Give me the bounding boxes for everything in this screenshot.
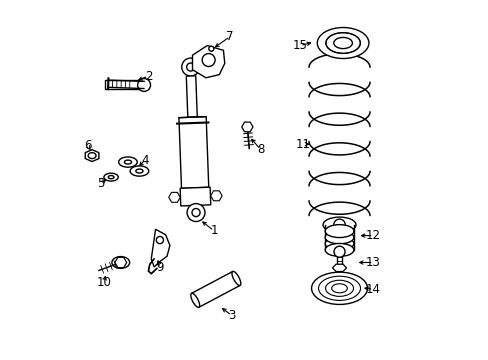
Ellipse shape [108, 176, 114, 179]
Polygon shape [104, 80, 147, 89]
Ellipse shape [325, 237, 353, 250]
Text: 7: 7 [226, 30, 233, 43]
Circle shape [156, 237, 163, 244]
Text: 6: 6 [84, 139, 91, 152]
Circle shape [208, 46, 213, 51]
Text: 15: 15 [292, 39, 307, 52]
Polygon shape [191, 271, 240, 307]
Text: 11: 11 [296, 138, 310, 150]
Polygon shape [179, 117, 208, 188]
Ellipse shape [190, 293, 199, 307]
Circle shape [182, 58, 199, 76]
Polygon shape [332, 264, 346, 271]
Polygon shape [168, 192, 180, 202]
Circle shape [137, 78, 150, 91]
Ellipse shape [325, 33, 360, 53]
Polygon shape [85, 150, 99, 162]
Polygon shape [115, 257, 126, 267]
Polygon shape [336, 252, 341, 268]
Circle shape [333, 246, 345, 257]
Polygon shape [210, 191, 222, 201]
Text: 1: 1 [210, 224, 217, 238]
Circle shape [187, 204, 204, 221]
Ellipse shape [231, 271, 240, 285]
Ellipse shape [325, 231, 353, 244]
Polygon shape [151, 229, 169, 267]
Text: 10: 10 [96, 276, 111, 289]
Text: 14: 14 [366, 283, 380, 296]
Circle shape [202, 54, 215, 67]
Circle shape [335, 285, 342, 292]
Ellipse shape [318, 276, 360, 300]
Text: 4: 4 [141, 154, 148, 167]
Ellipse shape [325, 243, 353, 256]
Ellipse shape [104, 173, 118, 181]
Ellipse shape [88, 153, 96, 158]
Ellipse shape [136, 169, 142, 173]
Text: 13: 13 [366, 256, 380, 269]
Ellipse shape [325, 280, 353, 296]
Polygon shape [180, 187, 210, 206]
Text: 9: 9 [156, 261, 163, 274]
Polygon shape [192, 45, 224, 78]
Polygon shape [186, 76, 197, 117]
Text: 2: 2 [144, 69, 152, 82]
Ellipse shape [325, 225, 353, 238]
Text: 12: 12 [366, 229, 380, 242]
Ellipse shape [333, 37, 352, 49]
Ellipse shape [331, 284, 346, 293]
Text: 5: 5 [97, 177, 104, 190]
Circle shape [192, 208, 200, 217]
Ellipse shape [130, 166, 148, 176]
Circle shape [333, 219, 345, 230]
Ellipse shape [311, 272, 367, 305]
Ellipse shape [124, 160, 131, 164]
Text: 8: 8 [256, 143, 264, 156]
Ellipse shape [119, 157, 137, 167]
Text: 3: 3 [228, 309, 235, 322]
Circle shape [186, 63, 194, 71]
Ellipse shape [317, 27, 368, 59]
Ellipse shape [112, 257, 129, 269]
Ellipse shape [323, 217, 355, 233]
Polygon shape [241, 122, 252, 132]
